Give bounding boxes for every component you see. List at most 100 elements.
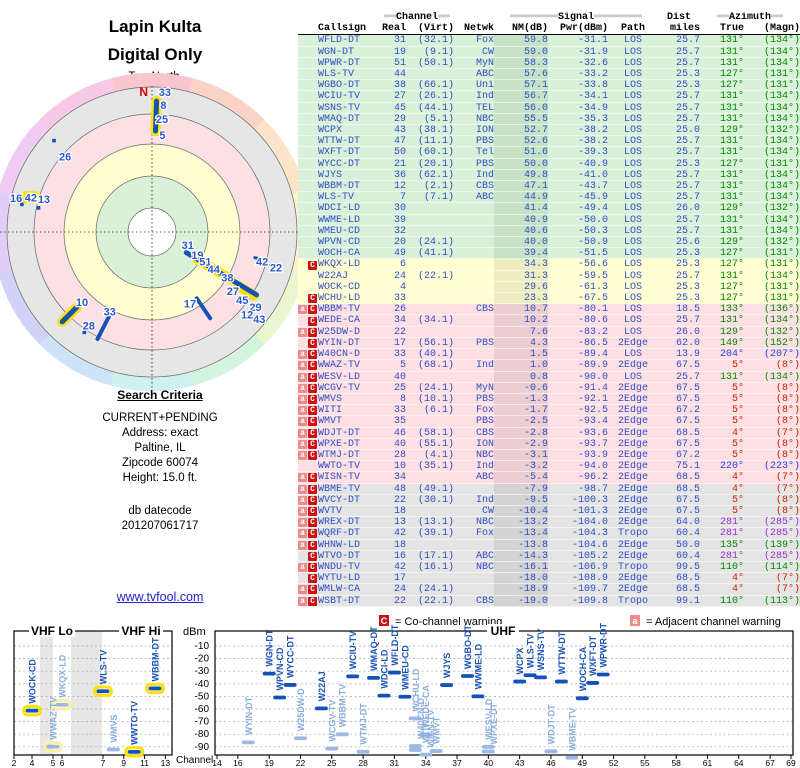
band-section-label: VHF Lo [31, 624, 73, 638]
station-callsign-label: WYCC-DT [286, 635, 296, 678]
warning-cell [298, 113, 318, 126]
real-channel-cell: 17 [380, 573, 406, 585]
path-cell: LOS [608, 237, 659, 249]
adjacent-channel-warning-badge: a [298, 518, 307, 528]
virtual-channel-cell: (10.1) [406, 393, 455, 406]
table-row: WPVN-CD 20 (24.1) 40.0 -50.9 LOS 25.6 129° (132°… [298, 237, 800, 249]
table-row: a C WWAZ-TV 5 (68.1) Ind 1.0 -89.9 2Edge 67.5 5° (8… [298, 360, 800, 372]
adjacent-channel-warning-badge: a [298, 585, 307, 595]
distance-cell: 67.5 [658, 494, 701, 506]
callsign-cell: W40CN-D [318, 349, 380, 361]
network-cell: ION [454, 125, 495, 137]
search-criteria-title: Search Criteria [117, 388, 203, 402]
callsign-cell: WWME-LD [318, 214, 380, 226]
station-signal-marker [408, 748, 422, 752]
power-cell: -35.3 [548, 113, 609, 126]
callsign-cell: WJYS [318, 169, 380, 182]
real-channel-cell: 50 [380, 147, 406, 159]
noise-margin-cell: 56.0 [494, 102, 549, 114]
power-cell: -38.2 [548, 136, 609, 148]
power-cell: -93.6 [548, 427, 609, 439]
power-cell: -93.7 [548, 438, 609, 450]
virtual-channel-cell [406, 203, 455, 215]
path-cell: LOS [608, 69, 659, 81]
distance-cell: 25.7 [658, 57, 701, 70]
azimuth-true-cell: 131° [700, 136, 745, 148]
power-cell: -96.2 [548, 472, 609, 484]
table-row: C WKQX-LD 6 34.3 -56.6 LOS 25.3 127° (131°) [298, 259, 800, 271]
power-cell: -92.1 [548, 393, 609, 406]
azimuth-magnetic-cell: (8°) [744, 416, 800, 428]
station-signal-marker [55, 702, 69, 707]
channel-tick-label: 9 [121, 758, 126, 768]
virtual-channel-cell [406, 259, 455, 271]
path-cell: LOS [608, 326, 659, 338]
callsign-cell: WYIN-DT [318, 337, 380, 350]
network-cell: Tel [454, 147, 495, 159]
real-channel-cell: 38 [380, 80, 406, 92]
real-channel-cell: 25 [380, 382, 406, 394]
table-header-cell: Pwr(dBm) [548, 23, 609, 36]
pending-highlight-ring [22, 704, 42, 717]
azimuth-magnetic-cell: (7°) [744, 483, 800, 495]
adjacent-channel-warning-badge: a [298, 428, 307, 438]
channel-label: 16 [10, 193, 22, 205]
power-cell: -106.9 [548, 561, 609, 574]
distance-cell: 25.3 [658, 69, 701, 81]
azimuth-true-cell: 5° [700, 416, 745, 428]
path-cell: LOS [608, 293, 659, 305]
station-callsign-label: WBBM-TV [338, 684, 348, 728]
channel-label: 29 [249, 302, 261, 314]
station-callsign-label: WEDE-CA [421, 684, 431, 727]
channel-label: 44 [208, 264, 221, 276]
azimuth-true-cell: 281° [700, 528, 745, 540]
adjacent-channel-warning-badge: a [298, 350, 307, 360]
virtual-channel-cell: (38.1) [406, 125, 455, 137]
co-channel-warning-badge: C [308, 451, 317, 461]
power-cell: -34.9 [548, 102, 609, 114]
callsign-cell: WOCH-CA [318, 248, 380, 260]
channel-tick-label: 55 [640, 758, 650, 768]
noise-margin-cell: -3.2 [494, 461, 549, 473]
callsign-cell: WLS-TV [318, 192, 380, 204]
azimuth-true-cell: 127° [700, 293, 745, 305]
warning-cell [298, 225, 318, 238]
tvfool-link[interactable]: www.tvfool.com [116, 590, 204, 604]
path-cell: 2Edge [608, 393, 659, 406]
network-cell: PBS [454, 393, 495, 406]
station-callsign-label: W40CN-D [416, 698, 426, 740]
co-channel-warning-badge: C [308, 316, 317, 326]
azimuth-magnetic-cell: (134°) [744, 46, 800, 58]
real-channel-cell: 40 [380, 438, 406, 450]
power-cell: -56.6 [548, 259, 609, 271]
noise-margin-cell: 57.1 [494, 80, 549, 92]
power-cell: -67.5 [548, 293, 609, 305]
virtual-channel-cell [406, 539, 455, 551]
power-cell: -109.7 [548, 584, 609, 596]
table-row: a C WDJT-DT 46 (58.1) CBS -2.8 -93.6 2Edge 68.5 4°… [298, 427, 800, 439]
callsign-cell: WBME-TV [318, 483, 380, 495]
path-cell: LOS [608, 158, 659, 170]
warning-cell [298, 248, 318, 260]
azimuth-true-cell: 131° [700, 192, 745, 204]
table-header-group: ════════Signal════════ [509, 12, 643, 23]
adjacent-channel-legend-badge [630, 615, 640, 626]
callsign-cell: WCHU-LD [318, 293, 380, 305]
distance-cell: 68.5 [658, 573, 701, 585]
azimuth-magnetic-cell: (7°) [744, 584, 800, 596]
path-cell: 2Edge [608, 550, 659, 562]
distance-cell: 67.5 [658, 416, 701, 428]
table-row: WDCI-LD 30 41.4 -49.4 LOS 26.0 129° (132°) [298, 203, 800, 215]
co-channel-warning-badge: C [308, 596, 317, 606]
table-row: WPWR-DT 51 (50.1) MyN 58.3 -32.6 LOS 25.7 131° (1… [298, 57, 800, 70]
co-channel-warning-badge: C [308, 372, 317, 382]
noise-margin-cell: 59.8 [494, 34, 549, 47]
station-callsign-label: WGN-DT [265, 629, 275, 666]
azimuth-magnetic-cell: (131°) [744, 259, 800, 271]
station-callsign-label: WWME-LD [473, 643, 483, 689]
callsign-cell: WEDE-CA [318, 315, 380, 327]
real-channel-cell: 33 [380, 349, 406, 361]
real-channel-cell: 7 [380, 192, 406, 204]
